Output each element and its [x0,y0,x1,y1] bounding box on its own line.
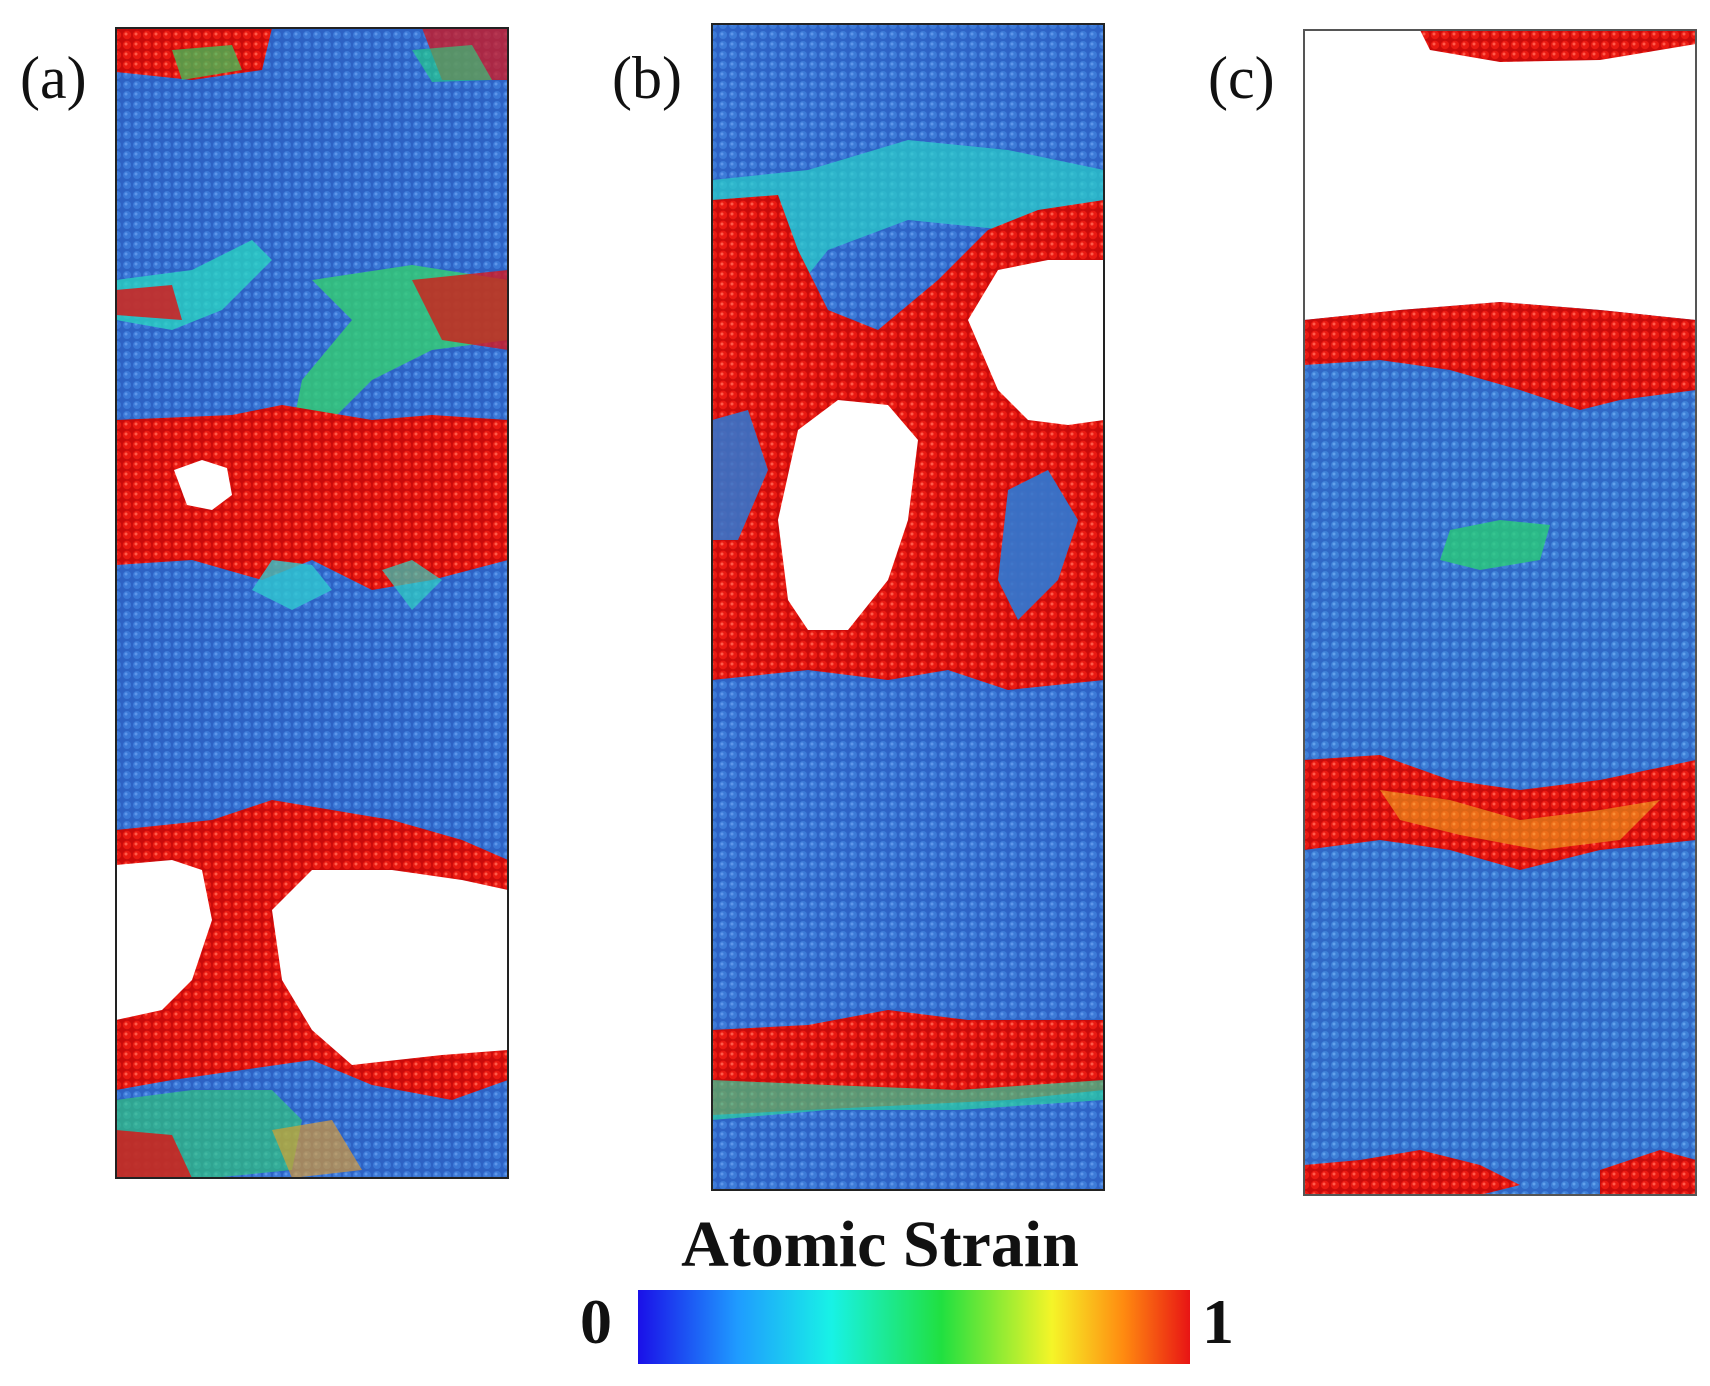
colorbar-min-label: 0 [580,1286,612,1357]
panel-label-c: (c) [1208,45,1275,111]
strain-band [116,285,182,320]
void [116,860,212,1020]
strain-band [1420,30,1696,62]
simulation-box [711,23,1105,1191]
strain-band [412,270,508,350]
colorbar-title: Atomic Strain [681,1208,1079,1281]
colorbar [638,1290,1190,1364]
void [778,400,918,630]
strain-band [272,1120,362,1178]
strain-band [172,45,242,80]
panel-label-a: (a) [20,45,87,111]
simulation-box [115,27,509,1179]
void [174,460,232,510]
colorbar-max-label: 1 [1202,1286,1234,1357]
strain-band [1304,302,1696,410]
strain-band [252,560,332,610]
strain-band [116,405,508,590]
strain-band [1600,1150,1696,1195]
panel-c-snapshot [1303,29,1697,1196]
strain-band [712,1080,1104,1120]
strain-band [382,560,442,610]
panel-a-snapshot [115,27,509,1179]
strain-band [712,410,768,540]
simulation-box-frame [1303,29,1697,1196]
strain-band [1304,1150,1520,1195]
colorbar-gradient [638,1290,1190,1364]
strain-band [998,470,1078,620]
panel-label-b: (b) [612,45,682,111]
panel-b-snapshot [711,23,1105,1191]
strain-band [116,1130,192,1178]
void [968,260,1104,425]
strain-band [1380,790,1660,850]
strain-band [1440,520,1550,570]
strain-band [412,45,492,82]
strain-band [712,140,1104,320]
bulk-region [1304,302,1696,1195]
void [272,870,508,1065]
